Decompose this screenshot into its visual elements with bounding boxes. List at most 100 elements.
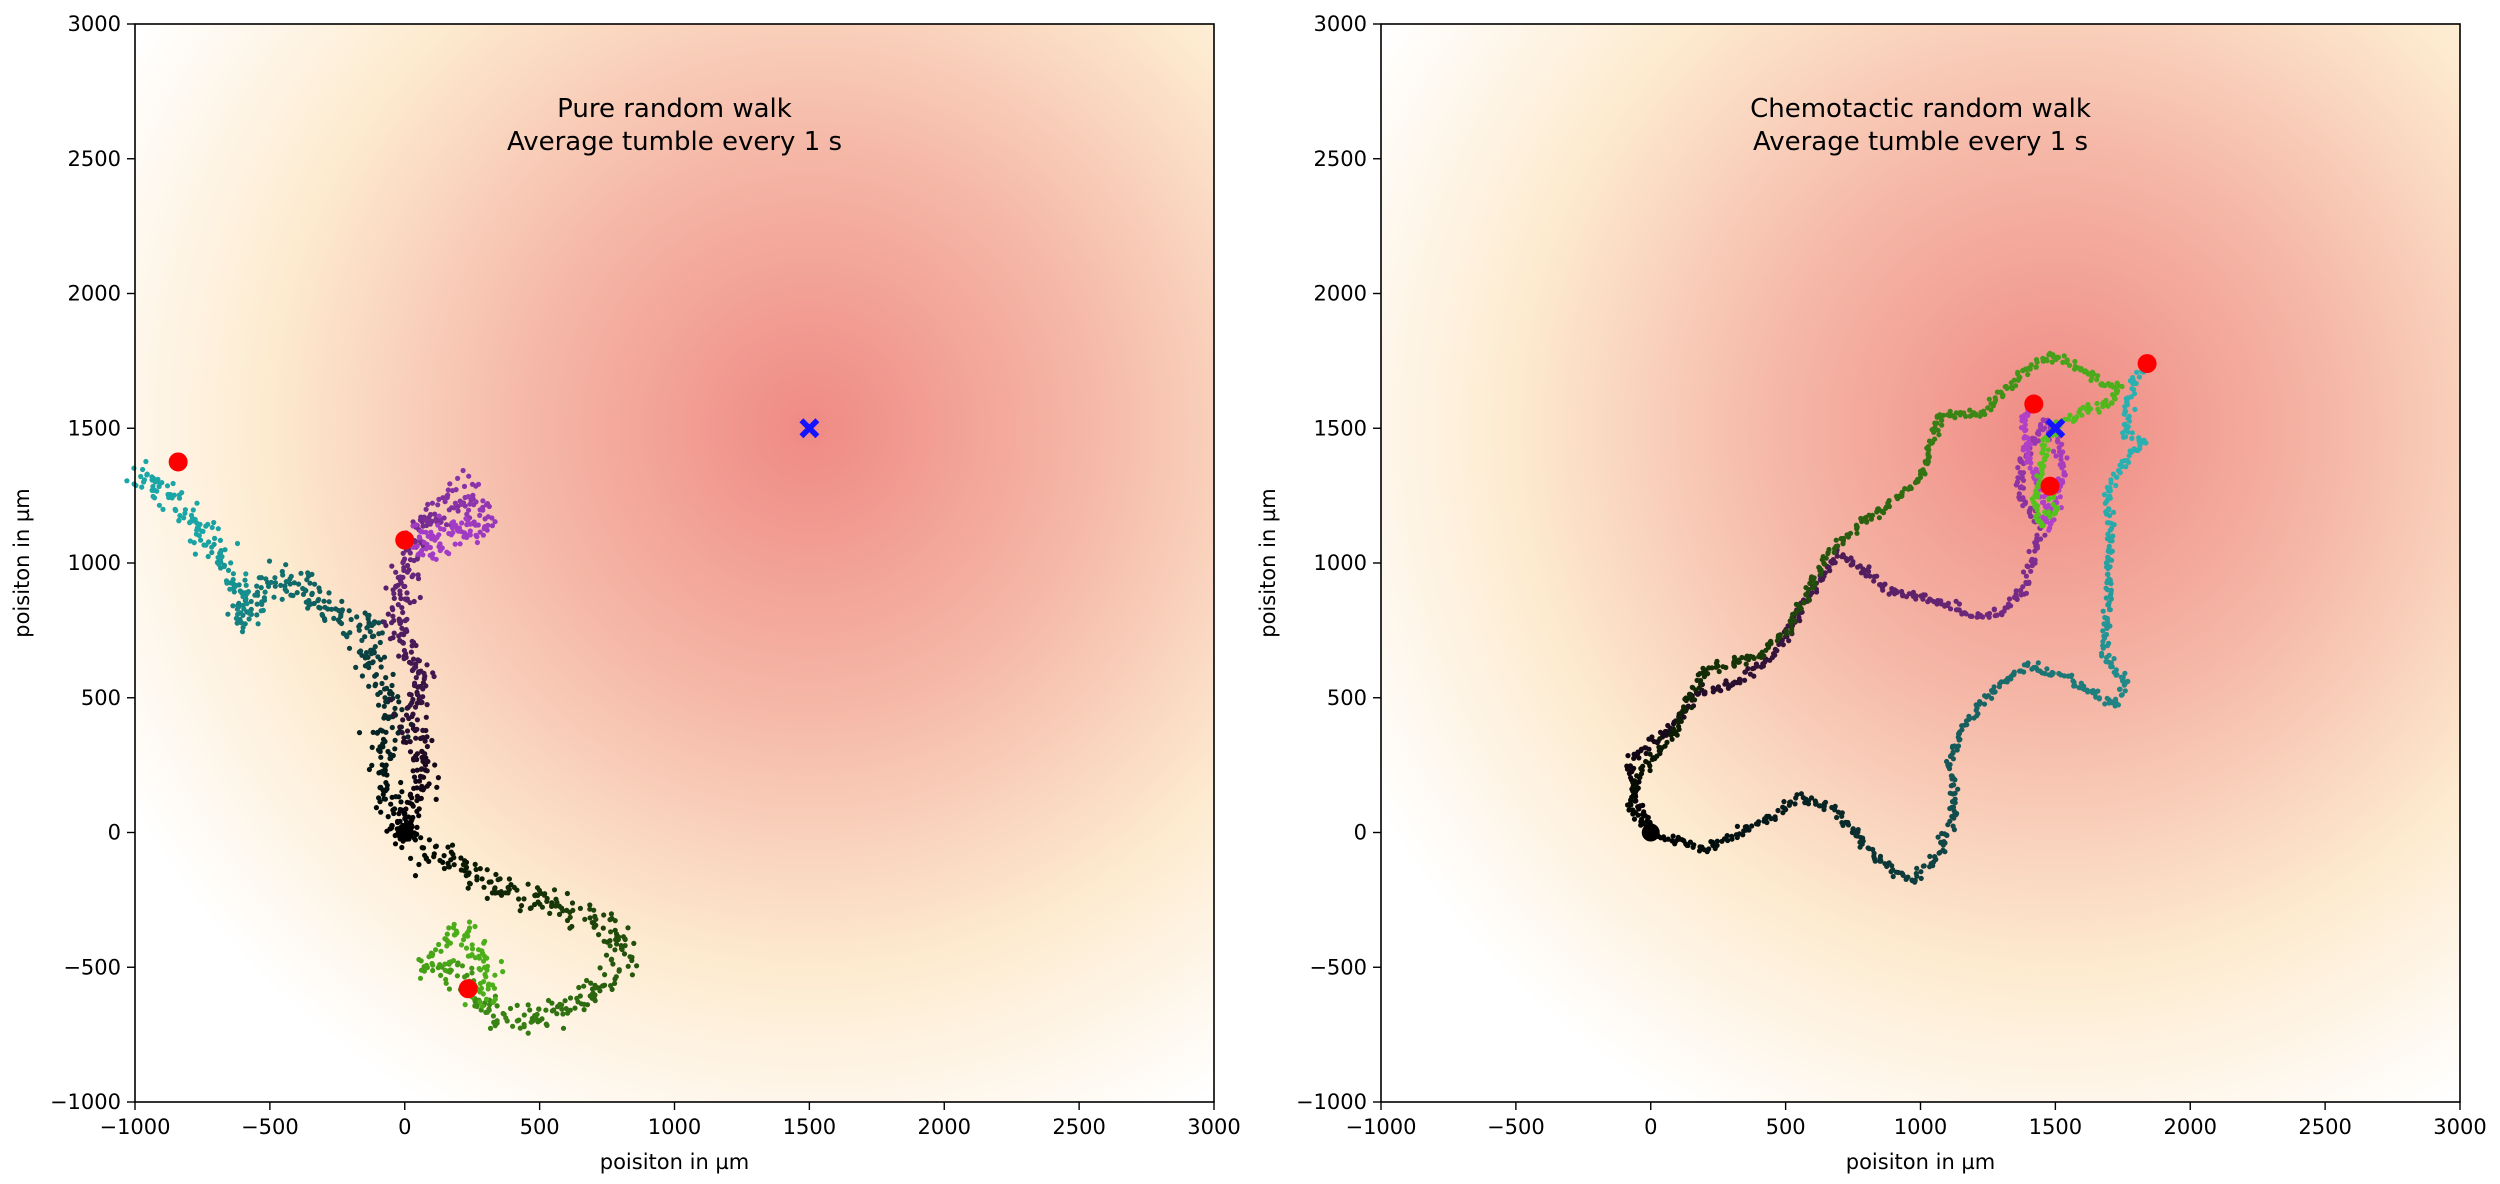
trajectory-point bbox=[452, 500, 458, 506]
trajectory-point bbox=[258, 585, 264, 591]
trajectory-point bbox=[2028, 362, 2034, 368]
trajectory-point bbox=[156, 502, 162, 508]
trajectory-point bbox=[2024, 563, 2030, 569]
trajectory-point bbox=[433, 796, 439, 803]
trajectory-point bbox=[400, 739, 407, 745]
trajectory-point bbox=[419, 845, 425, 851]
trajectory-point bbox=[462, 858, 468, 864]
trajectory-point bbox=[2055, 354, 2062, 360]
trajectory-point bbox=[507, 1005, 514, 1012]
trajectory-point bbox=[390, 671, 396, 678]
trajectory-point bbox=[480, 950, 486, 957]
trajectory-point bbox=[1781, 799, 1787, 805]
trajectory-point bbox=[446, 986, 452, 992]
trajectory-point bbox=[1866, 846, 1872, 852]
trajectory-point bbox=[248, 598, 254, 605]
trajectory-series-3 bbox=[392, 819, 640, 1036]
trajectory-point bbox=[225, 611, 231, 617]
trajectory-point bbox=[375, 654, 381, 660]
start-point bbox=[1641, 823, 1660, 842]
trajectory-point bbox=[1736, 676, 1743, 682]
trajectory-point bbox=[412, 665, 418, 671]
trajectory-point bbox=[592, 985, 598, 991]
trajectory-point bbox=[331, 615, 337, 622]
trajectory-point bbox=[1884, 863, 1890, 870]
trajectory-point bbox=[1710, 685, 1716, 691]
trajectory-point bbox=[424, 743, 430, 750]
trajectory-point bbox=[1694, 677, 1700, 684]
trajectory-point bbox=[1954, 747, 1960, 753]
right-y-axis: −1000 −500 0 500 1000 1500 2000 2500 3000 bbox=[1296, 12, 1381, 1114]
trajectory-point bbox=[422, 517, 428, 523]
trajectory-point bbox=[1981, 701, 1988, 707]
trajectory-point bbox=[418, 967, 425, 973]
trajectory-point bbox=[1783, 628, 1789, 634]
trajectory-point bbox=[1792, 618, 1798, 624]
trajectory-point bbox=[1947, 606, 1954, 612]
trajectory-point bbox=[2034, 430, 2041, 436]
trajectory-point bbox=[408, 855, 414, 862]
trajectory-point bbox=[236, 600, 242, 606]
trajectory-point bbox=[288, 573, 294, 579]
trajectory-point bbox=[2018, 484, 2024, 490]
trajectory-point bbox=[176, 517, 182, 523]
trajectory-point bbox=[567, 914, 573, 920]
trajectory-point bbox=[398, 580, 404, 586]
trajectory-point bbox=[467, 528, 473, 534]
trajectory-point bbox=[414, 824, 420, 831]
trajectory-point bbox=[2100, 403, 2106, 410]
trajectory-point bbox=[2134, 369, 2140, 375]
trajectory-point bbox=[305, 570, 311, 576]
trajectory-point bbox=[354, 614, 360, 620]
trajectory-point bbox=[433, 843, 439, 849]
trajectory-point bbox=[2015, 475, 2021, 481]
trajectory-point bbox=[415, 670, 422, 676]
trajectory-point bbox=[1649, 734, 1655, 740]
trajectory-point bbox=[1767, 639, 1773, 646]
trajectory-point bbox=[505, 890, 511, 896]
trajectory-point bbox=[410, 523, 416, 529]
trajectory-point bbox=[2003, 383, 2009, 390]
trajectory-point bbox=[1789, 626, 1795, 632]
trajectory-point bbox=[403, 712, 410, 718]
trajectory-point bbox=[418, 795, 424, 802]
trajectory-point bbox=[423, 506, 429, 512]
trajectory-point bbox=[418, 528, 424, 535]
trajectory-point bbox=[181, 515, 187, 521]
trajectory-point bbox=[424, 662, 430, 668]
trajectory-point bbox=[2099, 650, 2105, 656]
trajectory-point bbox=[409, 638, 415, 644]
trajectory-point bbox=[2085, 370, 2091, 377]
trajectory-point bbox=[205, 521, 211, 527]
trajectory-point bbox=[417, 594, 423, 601]
trajectory-point bbox=[1777, 633, 1783, 640]
trajectory-point bbox=[205, 553, 211, 560]
trajectory-point bbox=[399, 730, 405, 736]
trajectory-point bbox=[1670, 833, 1676, 839]
trajectory-point bbox=[407, 550, 413, 556]
trajectory-point bbox=[444, 549, 450, 555]
trajectory-point bbox=[1918, 869, 1924, 875]
trajectory-point bbox=[472, 522, 479, 528]
trajectory-point bbox=[388, 697, 394, 703]
trajectory-point bbox=[259, 601, 265, 608]
trajectory-point bbox=[1716, 668, 1722, 675]
trajectory-point bbox=[2096, 695, 2102, 701]
trajectory-point bbox=[339, 598, 345, 605]
trajectory-point bbox=[2053, 453, 2059, 459]
trajectory-point bbox=[413, 735, 419, 741]
trajectory-point bbox=[381, 703, 387, 709]
trajectory-point bbox=[458, 867, 464, 873]
trajectory-point bbox=[2104, 617, 2110, 623]
trajectory-point bbox=[466, 880, 473, 886]
trajectory-point bbox=[1956, 601, 1962, 607]
trajectory-point bbox=[392, 737, 398, 743]
trajectory-point bbox=[401, 647, 407, 654]
trajectory-point bbox=[1949, 782, 1956, 788]
trajectory-point bbox=[290, 592, 296, 599]
trajectory-point bbox=[449, 525, 456, 531]
trajectory-point bbox=[2115, 468, 2122, 474]
x-tick-label: −1000 bbox=[1345, 1115, 1416, 1139]
trajectory-point bbox=[254, 601, 260, 607]
trajectory-point bbox=[472, 861, 478, 868]
